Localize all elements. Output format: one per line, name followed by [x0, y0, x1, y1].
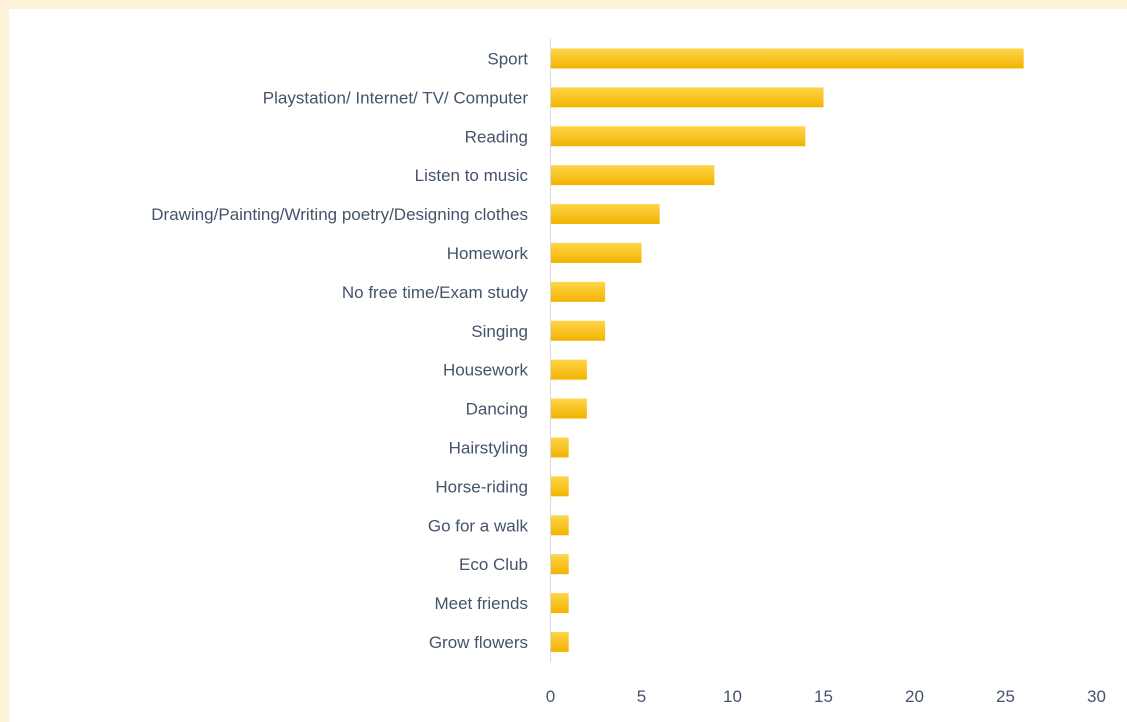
- bar: [551, 204, 660, 225]
- x-tick-label: 10: [723, 687, 742, 706]
- bar: [551, 242, 642, 263]
- bar: [551, 515, 569, 536]
- x-tick-labels: 0 5 10 15 20 25 30: [546, 687, 1106, 706]
- category-label: Housework: [443, 361, 529, 380]
- category-label: Drawing/Painting/Writing poetry/Designin…: [151, 205, 528, 224]
- category-label: Sport: [487, 49, 528, 68]
- category-label: Eco Club: [459, 555, 528, 574]
- bar: [551, 631, 569, 652]
- bar: [551, 359, 587, 380]
- bar: [551, 437, 569, 458]
- category-label: No free time/Exam study: [342, 283, 529, 302]
- category-label: Reading: [465, 127, 528, 146]
- bar: [551, 87, 824, 108]
- bar-chart: Sport Playstation/ Internet/ TV/ Computer…: [151, 39, 1106, 706]
- x-tick-label: 15: [814, 687, 833, 706]
- category-label: Homework: [447, 244, 529, 263]
- category-labels: Sport Playstation/ Internet/ TV/ Computer…: [151, 49, 528, 652]
- bar: [551, 281, 606, 302]
- bar: [551, 126, 806, 147]
- bar: [551, 320, 606, 341]
- category-label: Horse-riding: [435, 477, 528, 496]
- x-tick-label: 30: [1087, 687, 1106, 706]
- category-label: Grow flowers: [429, 633, 528, 652]
- bar: [551, 165, 715, 186]
- bar: [551, 398, 587, 419]
- bar: [551, 48, 1024, 69]
- bars-layer: [551, 48, 1024, 652]
- x-tick-label: 25: [996, 687, 1015, 706]
- bar: [551, 593, 569, 614]
- category-label: Dancing: [466, 400, 528, 419]
- category-label: Singing: [471, 322, 528, 341]
- category-label: Playstation/ Internet/ TV/ Computer: [263, 88, 529, 107]
- category-label: Listen to music: [415, 166, 529, 185]
- category-label: Meet friends: [434, 594, 528, 613]
- chart-frame: Sport Playstation/ Internet/ TV/ Computer…: [9, 9, 1127, 722]
- bar: [551, 476, 569, 497]
- x-tick-label: 5: [637, 687, 646, 706]
- x-tick-label: 0: [546, 687, 555, 706]
- bar: [551, 554, 569, 575]
- category-label: Go for a walk: [428, 516, 529, 535]
- x-tick-label: 20: [905, 687, 924, 706]
- category-label: Hairstyling: [449, 438, 528, 457]
